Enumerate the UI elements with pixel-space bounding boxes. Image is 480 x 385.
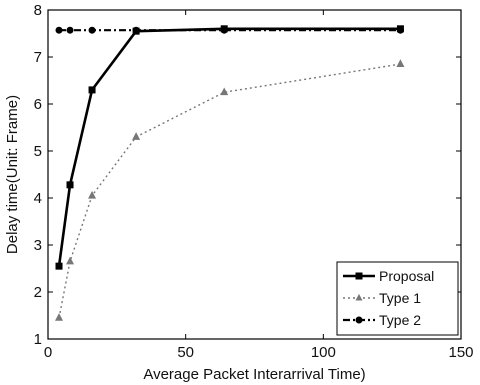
legend-label: Type 1 — [379, 290, 421, 306]
data-point — [396, 25, 404, 33]
y-tick-label: 8 — [34, 2, 42, 19]
y-axis-title: Delay time(Unit: Frame) — [4, 95, 21, 254]
y-tick-label: 4 — [34, 190, 42, 207]
y-tick-label: 6 — [34, 96, 42, 113]
data-point — [220, 87, 229, 96]
legend-label: Proposal — [379, 268, 434, 284]
data-point — [88, 190, 97, 199]
x-axis-title: Average Packet Interarrival Time) — [143, 366, 365, 383]
y-tick-label: 1 — [34, 331, 42, 348]
data-point — [132, 27, 140, 35]
data-point — [132, 132, 141, 140]
series-proposal — [55, 25, 404, 270]
data-point — [396, 59, 405, 67]
legend: Proposal Type 1 Type 2 — [336, 261, 459, 336]
data-point — [66, 256, 75, 265]
y-tick-label: 2 — [34, 284, 42, 301]
x-tick-label: 100 — [311, 344, 336, 361]
legend-label: Type 2 — [379, 312, 421, 328]
plot-frame — [47, 9, 462, 340]
x-tick-label: 150 — [448, 344, 473, 361]
x-tick-label: 0 — [44, 344, 52, 361]
data-point — [55, 26, 63, 34]
data-point — [355, 293, 363, 301]
series-type-1 — [55, 59, 405, 321]
axes: 0 50 100 150 1 2 3 4 5 6 7 8 — [34, 2, 474, 361]
data-point — [355, 272, 363, 280]
y-tick-label: 3 — [34, 237, 42, 254]
series-layer — [55, 25, 405, 321]
x-tick-label: 50 — [177, 344, 194, 361]
data-point — [220, 25, 228, 33]
y-tick-label: 7 — [34, 49, 42, 66]
y-tick-label: 5 — [34, 143, 42, 160]
legend-entry: Proposal — [343, 268, 434, 284]
legend-entry: Type 1 — [343, 290, 421, 306]
data-point — [55, 262, 63, 270]
legend-entry: Type 2 — [343, 312, 421, 328]
data-point — [355, 316, 363, 324]
series-line — [57, 27, 401, 267]
data-point — [88, 86, 96, 94]
data-point — [66, 181, 74, 189]
data-point — [55, 313, 64, 321]
data-point — [88, 26, 96, 34]
data-point — [66, 26, 74, 34]
